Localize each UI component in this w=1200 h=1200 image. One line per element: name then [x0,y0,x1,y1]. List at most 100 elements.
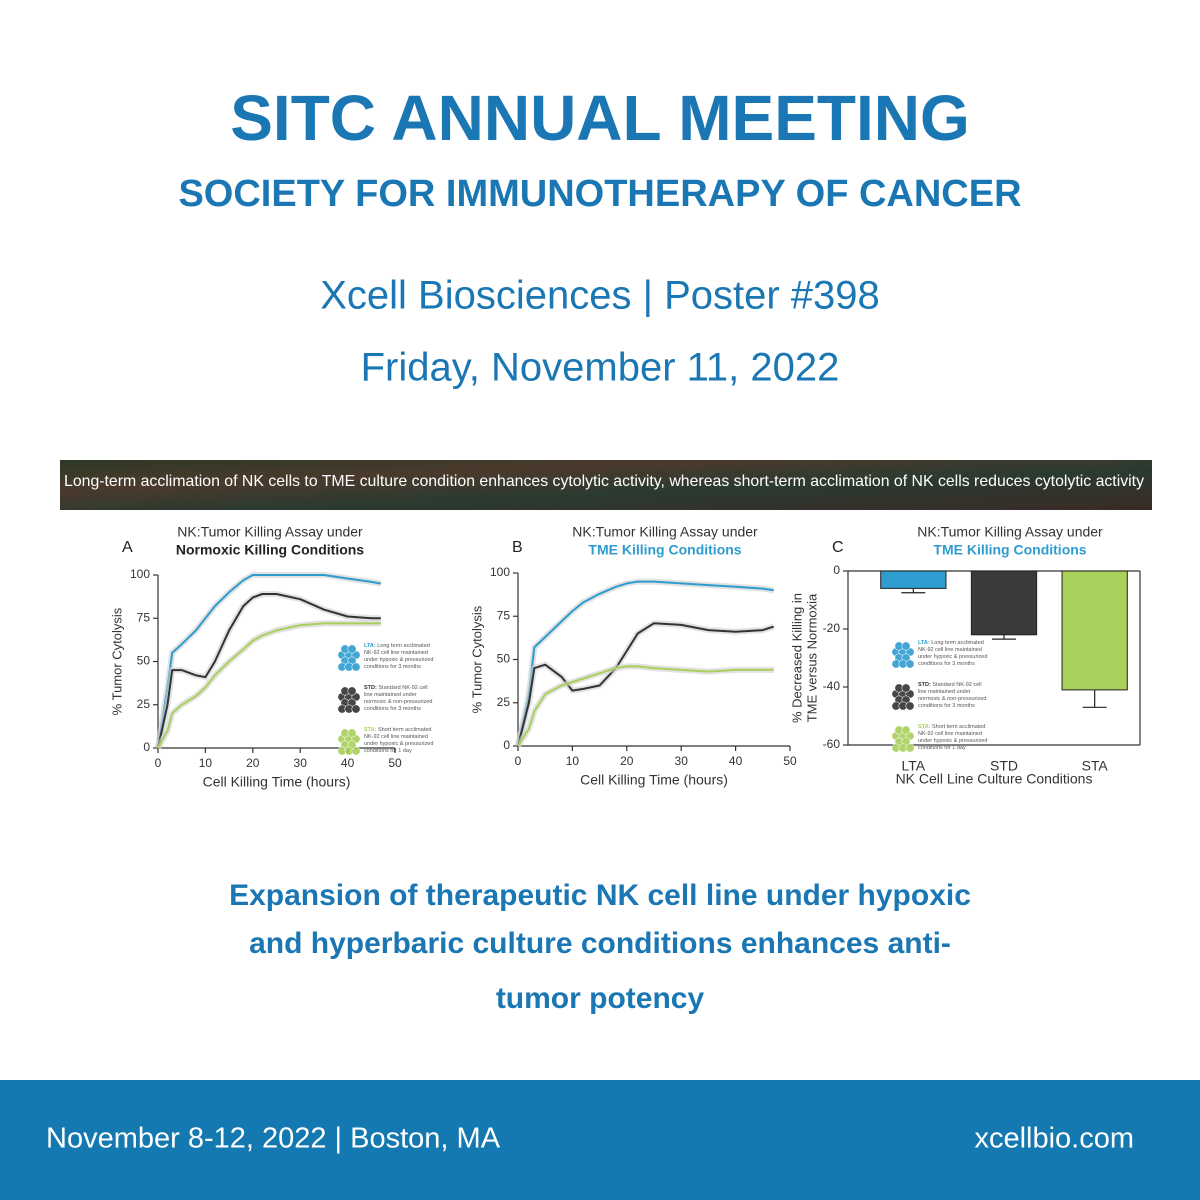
legend-label: STA: [918,724,931,730]
headline: tumor potency [496,982,705,1015]
chart-title: NK:Tumor Killing Assay under [917,524,1103,540]
legend-icon [337,644,361,672]
chart-title: NK:Tumor Killing Assay under [177,524,363,540]
y-tick-label: 100 [130,567,150,581]
panel-letter: B [512,539,523,556]
headline: Expansion of therapeutic NK cell line un… [229,879,971,912]
y-axis-label: % Decreased Killing in [789,593,804,723]
legend-icon [337,686,361,714]
x-tick-label: 50 [388,756,402,770]
line-series [517,665,774,747]
y-tick-label: 75 [137,610,151,624]
y-axis-label: % Tumor Cytolysis [109,607,124,715]
legend-entry: STD: Standard NK-92 cell line maintained… [918,682,990,710]
y-tick-label: 50 [137,654,151,668]
legend-icon-cell [901,641,911,651]
panel-letter: A [122,539,133,556]
x-tick-label: 10 [566,754,580,768]
x-axis-label: Cell Killing Time (hours) [580,772,728,788]
legend-text: STD: Standard NK-92 cell line maintained… [364,685,436,713]
x-tick-label: 20 [620,754,634,768]
legend-icon-cell [905,743,915,753]
x-tick-label: STD [990,758,1018,774]
line-series [517,580,774,747]
legend-text: STA: Short term acclimated NK-92 cell li… [364,727,436,755]
x-tick-label: 50 [783,754,797,768]
legend-label: LTA: [364,643,376,649]
x-axis-label: NK Cell Line Culture Conditions [896,771,1093,787]
x-tick-label: 40 [341,756,355,770]
legend-text: STD: Standard NK-92 cell line maintained… [918,682,990,710]
banner-background [60,460,1152,510]
y-tick-label: 25 [137,697,151,711]
legend-icon-cell [347,686,357,696]
subtitle: SOCIETY FOR IMMUNOTHERAPY OF CANCER [178,173,1021,215]
footer-website: xcellbio.com [974,1123,1134,1155]
legend-description: Short term acclimated NK-92 cell line ma… [364,727,434,754]
title: SITC ANNUAL MEETING [230,82,970,154]
legend-icon [337,728,361,756]
x-tick-label: 10 [199,756,213,770]
line-series [157,622,381,749]
chart-title-emphasis: TME Killing Conditions [933,542,1086,558]
legend-entry: LTA: Long term acclimated NK-92 cell lin… [364,643,434,670]
y-tick-label: 75 [497,608,511,622]
chart-title-emphasis: Normoxic Killing Conditions [176,542,364,558]
legend-text: LTA: Long term acclimated NK-92 cell lin… [918,640,990,668]
y-tick-label: -20 [823,621,841,635]
legend-description: Short term acclimated NK-92 cell line ma… [918,724,988,751]
bar [1061,570,1128,691]
headline: and hyperbaric culture conditions enhanc… [249,927,951,960]
legend-description: Long term acclimated NK-92 cell line mai… [918,640,988,667]
line-series [157,574,381,749]
legend-icon-cell [901,725,911,735]
x-tick-label: LTA [902,758,926,774]
legend-icon [891,683,915,711]
chart-title-emphasis: TME Killing Conditions [588,542,741,558]
figure-area [60,512,1152,812]
legend-label: STA: [364,727,377,733]
y-axis-label: % Tumor Cytolysis [469,605,484,713]
banner-text: Long-term acclimation of NK cells to TME… [64,473,1144,490]
legend-text: STA: Short term acclimated NK-92 cell li… [918,724,990,752]
panel-letter: C [832,539,844,556]
legend-entry: STD: Standard NK-92 cell line maintained… [364,685,436,713]
legend-icon-cell [905,659,915,669]
legend-description: Standard NK-92 cell line maintained unde… [918,682,987,709]
legend-icon-cell [347,728,357,738]
y-tick-label: 25 [497,695,511,709]
line-series [157,593,381,749]
date: Friday, November 11, 2022 [361,346,840,390]
y-tick-label: -40 [823,679,841,693]
footer-bar [0,1080,1200,1200]
legend-entry: STA: Short term acclimated NK-92 cell li… [364,727,436,755]
legend-icon-cell [351,704,361,714]
x-tick-label: 30 [675,754,689,768]
x-tick-label: 30 [294,756,308,770]
bar [880,570,947,589]
y-tick-label: -60 [823,737,841,751]
x-tick-label: 0 [515,754,522,768]
legend-entry: STA: Short term acclimated NK-92 cell li… [918,724,990,752]
y-tick-label: 0 [503,738,510,752]
legend-label: LTA: [918,640,930,646]
legend-icon [891,725,915,753]
x-tick-label: 20 [246,756,260,770]
legend-description: Standard NK-92 cell line maintained unde… [364,685,433,712]
chart-title: NK:Tumor Killing Assay under [572,524,758,540]
legend-description: Long term acclimated NK-92 cell line mai… [364,643,434,670]
legend-icon-cell [351,662,361,672]
y-tick-label: 0 [833,563,840,577]
legend-entry: LTA: Long term acclimated NK-92 cell lin… [918,640,990,668]
legend-icon-cell [905,701,915,711]
bar [970,570,1038,636]
y-tick-label: 0 [143,740,150,754]
legend-icon [891,641,915,669]
x-tick-label: 40 [729,754,743,768]
y-tick-label: 50 [497,652,511,666]
legend-label: STD: [364,685,377,691]
legend-label: STD: [918,682,931,688]
x-tick-label: STA [1082,758,1109,774]
